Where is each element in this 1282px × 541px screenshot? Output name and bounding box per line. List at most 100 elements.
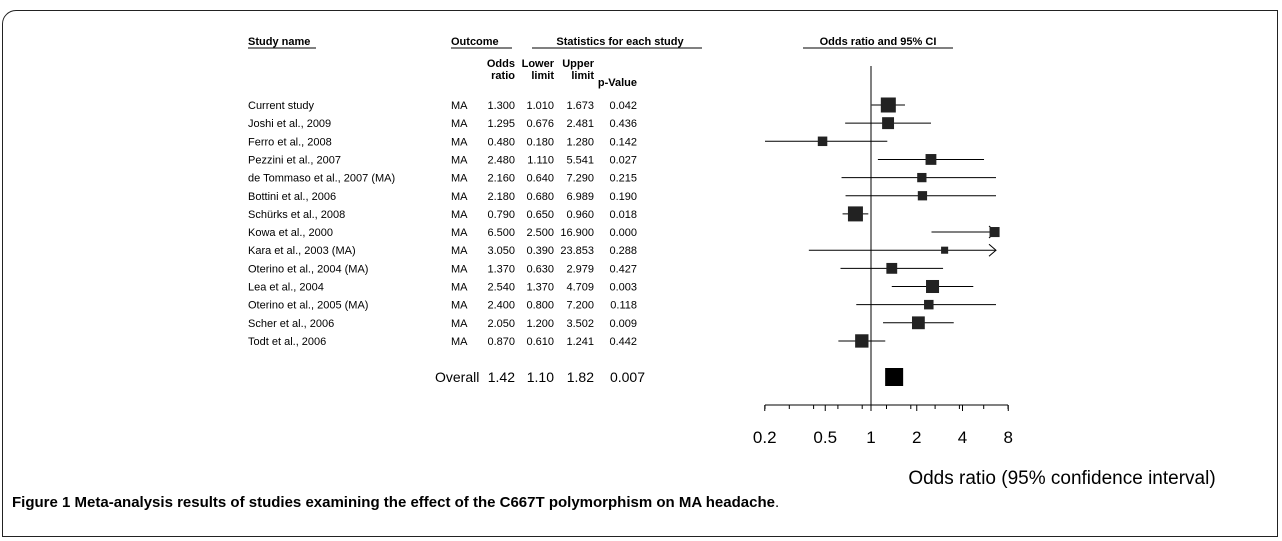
study-name-label: Kara et al., 2003 (MA)	[248, 245, 356, 257]
study-odds-ratio-value: 1.300	[487, 100, 515, 112]
study-pvalue-value: 0.018	[609, 209, 637, 221]
study-outcome-label: MA	[451, 154, 468, 166]
header-study-name: Study name	[248, 36, 310, 48]
study-odds-ratio-value: 2.480	[487, 154, 515, 166]
study-point-estimate	[926, 279, 940, 294]
study-lower-limit-value: 0.800	[526, 300, 554, 312]
study-point-estimate	[925, 154, 937, 165]
study-ci-arrow	[988, 243, 997, 257]
study-outcome-label: MA	[451, 191, 468, 203]
study-odds-ratio-value: 2.050	[487, 318, 515, 330]
study-upper-limit-value: 16.900	[560, 227, 594, 239]
study-upper-limit-value: 7.290	[566, 173, 594, 185]
study-outcome-label: MA	[451, 336, 468, 348]
overall-pvalue-value: 0.007	[610, 369, 645, 385]
caption-label: Figure 1	[12, 494, 71, 511]
study-outcome-label: MA	[451, 245, 468, 257]
caption-tail: .	[774, 494, 780, 511]
study-pvalue-value: 0.436	[609, 118, 637, 130]
study-odds-ratio-value: 2.180	[487, 191, 515, 203]
study-pvalue-value: 0.003	[609, 282, 637, 294]
overall-lower-limit-value: 1.10	[527, 369, 554, 385]
study-pvalue-value: 0.142	[609, 136, 637, 148]
study-upper-limit-value: 2.481	[566, 118, 594, 130]
study-upper-limit-value: 7.200	[566, 300, 594, 312]
study-upper-limit-value: 2.979	[566, 263, 594, 275]
study-upper-limit-value: 1.673	[566, 100, 594, 112]
study-name-label: Schürks et al., 2008	[248, 209, 345, 221]
study-odds-ratio-value: 0.790	[487, 209, 515, 221]
study-upper-limit-value: 5.541	[566, 154, 594, 166]
study-odds-ratio-value: 0.870	[487, 336, 515, 348]
study-odds-ratio-value: 2.400	[487, 300, 515, 312]
study-lower-limit-value: 1.370	[526, 282, 554, 294]
study-outcome-label: MA	[451, 173, 468, 185]
study-name-label: Current study	[248, 100, 315, 112]
study-point-estimate	[847, 206, 863, 222]
study-outcome-label: MA	[451, 263, 468, 275]
study-name-label: Oterino et al., 2004 (MA)	[248, 263, 368, 275]
header-plot-group: Odds ratio and 95% CI	[820, 36, 937, 48]
study-lower-limit-value: 1.200	[526, 318, 554, 330]
study-pvalue-value: 0.190	[609, 191, 637, 203]
study-outcome-label: MA	[451, 136, 468, 148]
study-outcome-label: MA	[451, 282, 468, 294]
header-outcome: Outcome	[451, 36, 499, 48]
study-name-label: de Tommaso et al., 2007 (MA)	[248, 173, 395, 185]
header-upper-line1: Upper	[562, 58, 595, 70]
header-odds-ratio-line2: ratio	[491, 70, 515, 82]
header-lower-line1: Lower	[522, 58, 555, 70]
study-pvalue-value: 0.000	[609, 227, 637, 239]
study-odds-ratio-value: 2.540	[487, 282, 515, 294]
study-point-estimate	[882, 117, 895, 130]
study-pvalue-value: 0.288	[609, 245, 637, 257]
study-name-label: Pezzini et al., 2007	[248, 154, 341, 166]
x-axis-title: Odds ratio (95% confidence interval)	[908, 468, 1215, 489]
study-lower-limit-value: 0.630	[526, 263, 554, 275]
study-lower-limit-value: 0.676	[526, 118, 554, 130]
x-axis-tick-label: 0.2	[753, 428, 777, 447]
study-name-label: Lea et al., 2004	[248, 282, 324, 294]
header-lower-line2: limit	[531, 70, 554, 82]
x-axis-tick-label: 2	[912, 428, 921, 447]
study-pvalue-value: 0.427	[609, 263, 637, 275]
header-odds-ratio-line1: Odds	[487, 58, 515, 70]
study-point-estimate	[855, 334, 869, 348]
study-pvalue-value: 0.027	[609, 154, 637, 166]
study-outcome-label: MA	[451, 209, 468, 221]
study-pvalue-value: 0.118	[610, 300, 637, 312]
study-upper-limit-value: 1.280	[566, 136, 594, 148]
study-name-label: Scher et al., 2006	[248, 318, 334, 330]
caption-text: Meta-analysis results of studies examini…	[74, 494, 775, 511]
study-name-label: Todt et al., 2006	[248, 336, 326, 348]
study-outcome-label: MA	[451, 300, 468, 312]
study-point-estimate	[886, 262, 898, 274]
study-name-label: Bottini et al., 2006	[248, 191, 336, 203]
study-odds-ratio-value: 2.160	[487, 173, 515, 185]
study-pvalue-value: 0.009	[609, 318, 637, 330]
study-upper-limit-value: 6.989	[566, 191, 594, 203]
study-outcome-label: MA	[451, 318, 468, 330]
study-name-label: Oterino et al., 2005 (MA)	[248, 300, 368, 312]
study-lower-limit-value: 0.390	[526, 245, 554, 257]
study-outcome-label: MA	[451, 118, 468, 130]
study-upper-limit-value: 23.853	[560, 245, 594, 257]
overall-upper-limit-value: 1.82	[567, 369, 594, 385]
overall-label: Overall	[435, 369, 479, 385]
figure-frame	[2, 10, 1278, 537]
study-pvalue-value: 0.215	[609, 173, 637, 185]
x-axis-tick-label: 0.5	[813, 428, 837, 447]
study-name-label: Joshi et al., 2009	[248, 118, 331, 130]
study-point-estimate	[817, 136, 828, 147]
study-point-estimate	[911, 316, 925, 330]
study-name-label: Ferro et al., 2008	[248, 136, 332, 148]
study-odds-ratio-value: 3.050	[487, 245, 515, 257]
study-odds-ratio-value: 6.500	[487, 227, 515, 239]
study-upper-limit-value: 0.960	[566, 209, 594, 221]
study-lower-limit-value: 0.610	[526, 336, 554, 348]
study-lower-limit-value: 1.110	[527, 154, 554, 166]
study-point-estimate	[917, 172, 927, 183]
x-axis-tick-label: 4	[958, 428, 967, 447]
x-axis-tick-label: 1	[866, 428, 875, 447]
